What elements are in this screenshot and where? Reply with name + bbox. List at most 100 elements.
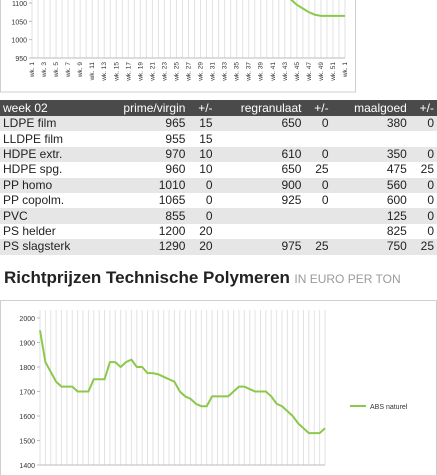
table-cell: 955 <box>165 131 186 146</box>
table-cell: 25 <box>420 162 434 177</box>
table-row: PP homo 1010 0 900 0 560 0 <box>0 177 437 193</box>
table-cell: 750 <box>331 239 410 255</box>
table-cell: 0 <box>188 208 216 224</box>
table-cell: 15 <box>199 131 213 146</box>
table-cell: 0 <box>321 193 329 208</box>
x-tick-label: wk. 51 <box>330 62 337 82</box>
y-tick-label: 1400 <box>19 463 35 470</box>
x-tick-label: wk. 33 <box>222 62 229 82</box>
table-cell: 0 <box>409 177 437 193</box>
x-tick-label: wk. 39 <box>258 62 265 82</box>
table-cell: 650 <box>215 116 305 132</box>
table-header-cell: prime/virgin <box>97 100 189 116</box>
table-header-cell: +/- <box>409 100 437 116</box>
table-cell: 475 <box>386 162 407 177</box>
y-tick-label: 1800 <box>19 365 35 372</box>
x-tick-label: wk. 17 <box>125 62 132 82</box>
table-header-cell: +/- <box>188 100 216 116</box>
table-header-cell: regranulaat <box>215 100 305 116</box>
heading-title: Richtprijzen Technische Polymeren <box>4 268 290 287</box>
table-cell: 10 <box>199 162 213 177</box>
table-cell: PP copolm. <box>3 193 65 208</box>
table-cell: 350 <box>331 146 410 163</box>
table-cell: 560 <box>331 177 410 193</box>
x-tick-label: wk. 19 <box>137 62 144 82</box>
table-cell: 600 <box>386 193 407 208</box>
table-cell <box>304 208 332 224</box>
table-row: PVC 855 0 125 0 <box>0 208 437 224</box>
table-cell: HDPE extr. <box>0 146 98 163</box>
x-tick-label: wk. 9 <box>77 62 84 79</box>
table-cell <box>215 208 305 224</box>
y-tick-label: 1000 <box>11 38 27 45</box>
table-cell: 380 <box>331 116 410 132</box>
x-tick-label: wk. 25 <box>173 62 180 82</box>
x-tick-label: wk. 45 <box>294 62 301 82</box>
table-cell: 25 <box>409 239 437 255</box>
x-tick-label: wk. 23 <box>161 62 168 82</box>
table-cell <box>304 224 331 239</box>
table-cell: 10 <box>188 146 216 163</box>
data-line <box>290 0 345 17</box>
table-cell: PS helder <box>3 223 56 238</box>
table-cell: 1010 <box>97 177 189 193</box>
table-cell: 610 <box>215 146 305 163</box>
table-cell <box>216 131 305 146</box>
table-cell: 855 <box>97 208 189 224</box>
y-tick-label: 1600 <box>19 414 35 421</box>
table-cell: 0 <box>304 146 332 163</box>
table-cell: PP homo <box>0 177 98 193</box>
table-cell: 825 <box>386 223 407 238</box>
x-tick-label: wk. 43 <box>282 62 289 82</box>
table-cell: 0 <box>409 146 437 163</box>
table-cell: 970 <box>97 146 189 163</box>
x-tick-label: wk. 35 <box>234 62 241 82</box>
x-tick-label: wk. 1 <box>342 62 349 79</box>
x-tick-label: wk. 11 <box>89 62 96 82</box>
table-cell: 0 <box>427 223 434 238</box>
table-cell: 900 <box>215 177 305 193</box>
x-tick-label: wk. 7 <box>65 62 72 79</box>
table-cell: 20 <box>199 223 213 238</box>
table-cell: LLDPE film <box>3 131 64 146</box>
bottom-chart-frame <box>0 300 437 475</box>
table-cell: 25 <box>315 162 329 177</box>
y-tick-label: 950 <box>15 56 27 63</box>
table-row: PS helder 1200 20 825 0 <box>0 224 437 239</box>
table-cell: 650 <box>281 162 302 177</box>
table-row: LDPE film 965 15 650 0 380 0 <box>0 116 437 132</box>
x-tick-label: wk. 15 <box>113 62 120 82</box>
table-cell <box>332 131 410 146</box>
table-cell: 0 <box>409 116 437 132</box>
table-cell: 20 <box>188 239 216 255</box>
table-cell: 0 <box>427 193 434 208</box>
y-tick-label: 1100 <box>12 1 27 8</box>
table-header-cell: maalgoed <box>331 100 410 116</box>
table-row: HDPE spg. 960 10 650 25 475 25 <box>0 162 437 177</box>
table-row: LLDPE film 955 15 <box>0 131 437 146</box>
x-tick-label: wk. 49 <box>318 62 325 82</box>
x-tick-label: wk. 31 <box>210 62 217 82</box>
x-tick-label: wk. 37 <box>246 62 253 82</box>
y-tick-label: 1700 <box>19 390 35 397</box>
table-cell: HDPE spg. <box>3 162 63 177</box>
table-cell: PS slagsterk <box>0 239 98 255</box>
x-tick-label: wk. 27 <box>186 62 193 82</box>
data-line <box>39 330 326 435</box>
y-tick-label: 1050 <box>11 19 27 26</box>
table-cell: 1290 <box>97 239 189 255</box>
x-tick-label: wk. 41 <box>270 62 277 82</box>
top-chart-frame <box>0 0 356 93</box>
table-cell <box>410 131 437 146</box>
table-cell: LDPE film <box>0 116 98 132</box>
table-header-cell: week 02 <box>0 100 98 116</box>
x-tick-label: wk. 29 <box>198 62 205 82</box>
table-cell: 965 <box>97 116 189 132</box>
table-cell: 975 <box>215 239 305 255</box>
table-cell: 0 <box>409 208 437 224</box>
table-cell: 125 <box>331 208 410 224</box>
table-cell: 925 <box>281 193 302 208</box>
table-row: HDPE extr. 970 10 610 0 350 0 <box>0 146 437 163</box>
